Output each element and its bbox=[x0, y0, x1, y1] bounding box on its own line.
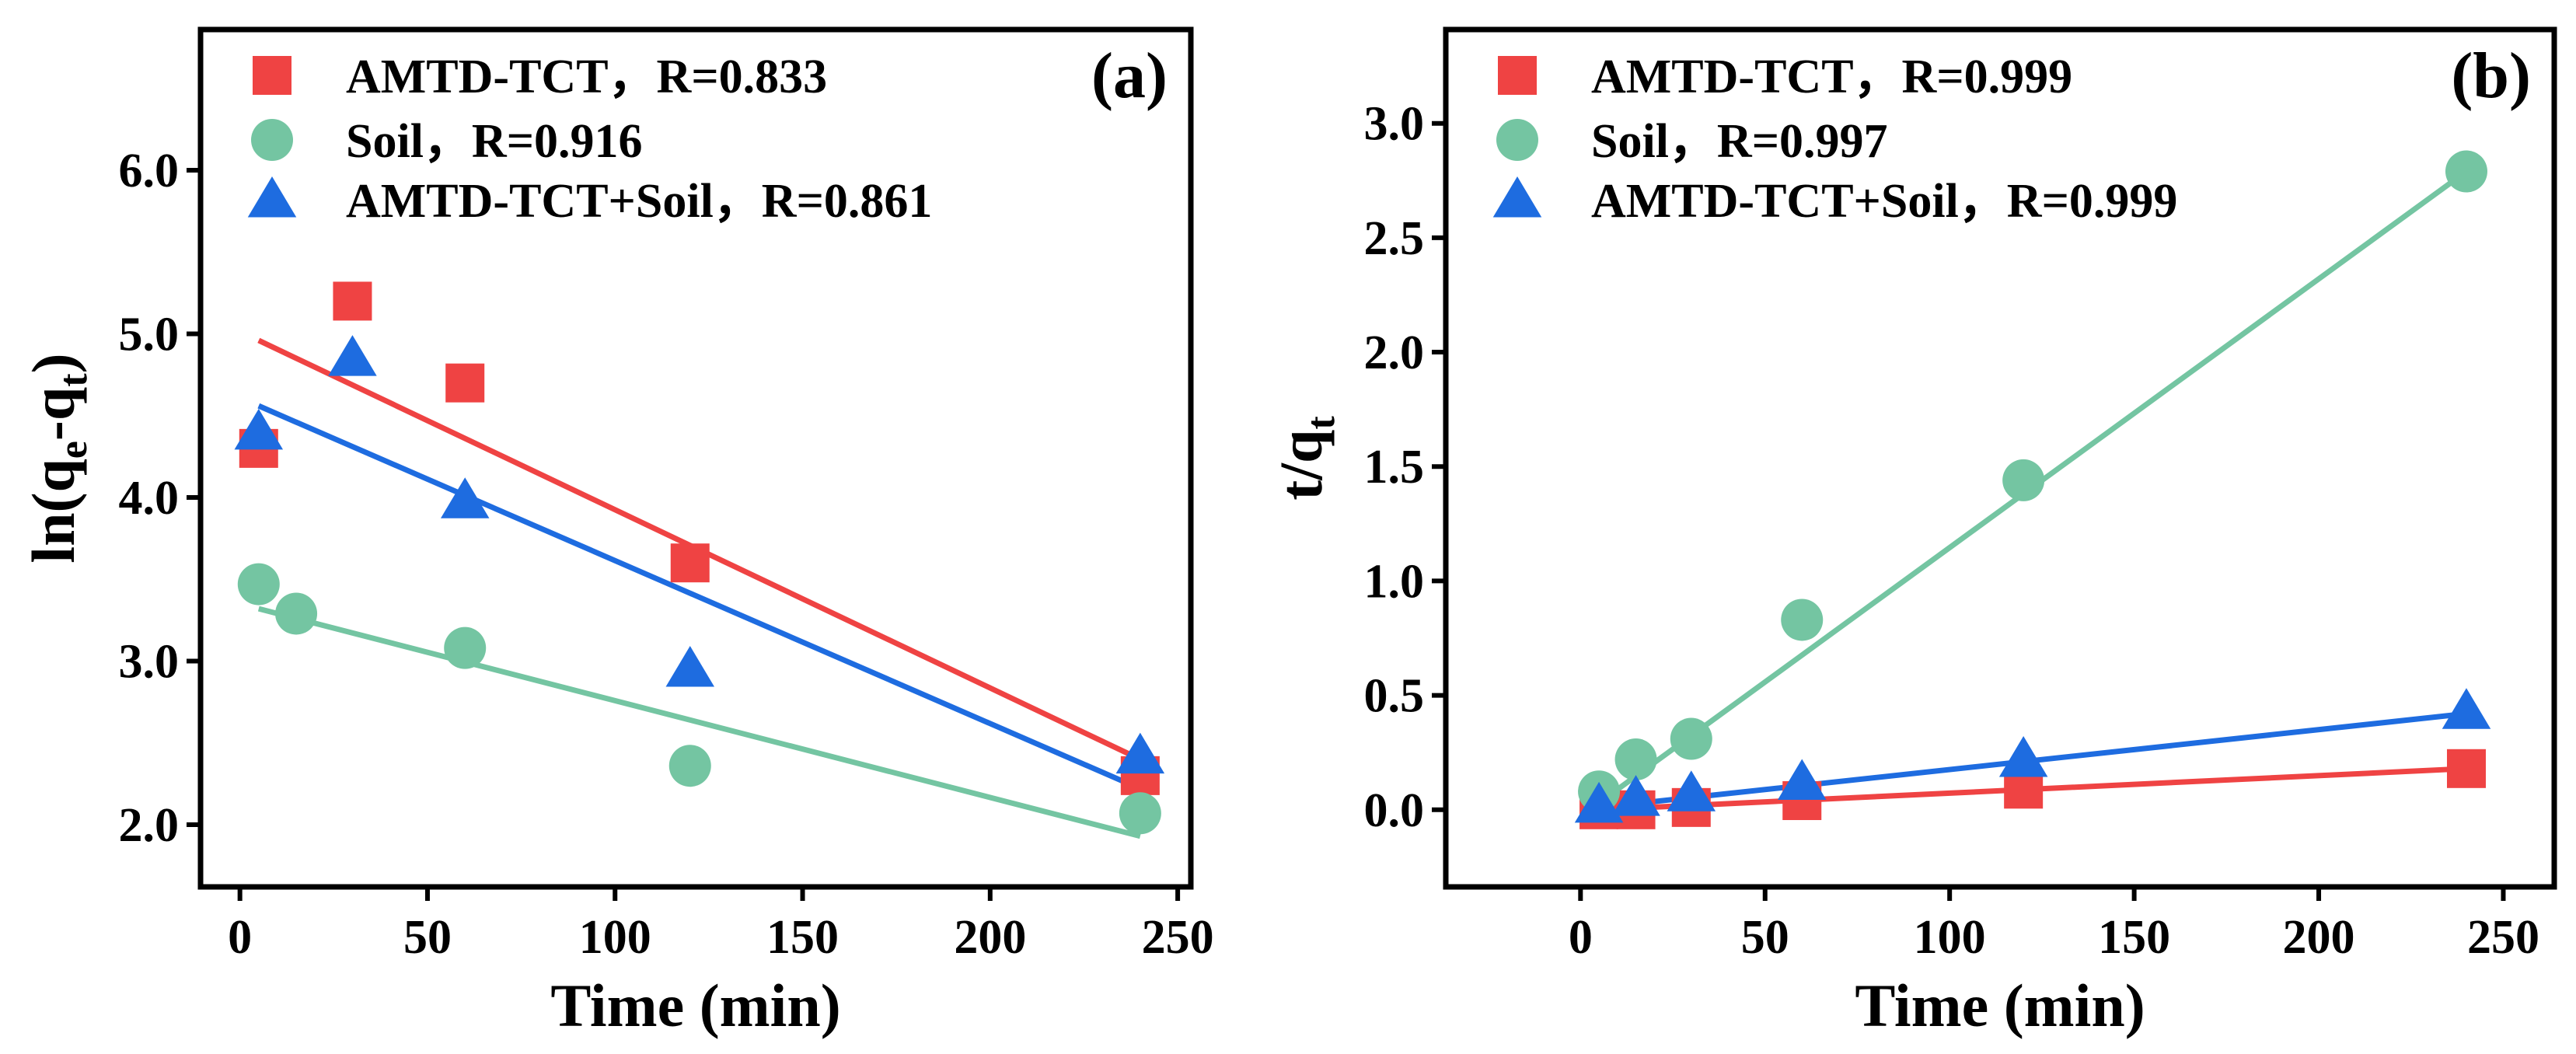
data-point-circle bbox=[668, 745, 711, 787]
x-tick-label: 0 bbox=[1569, 911, 1593, 964]
y-axis-label-part: ln(q bbox=[19, 459, 87, 563]
chart-panel-a: 0 50 100 150 200 250 2.0 3.0 4.0 5.0 6.0 Time (min)… bbox=[19, 26, 1214, 1039]
legend-marker-square bbox=[1498, 56, 1537, 95]
x-axis-label: Time (min) bbox=[1855, 972, 2145, 1039]
data-point-circle bbox=[237, 563, 280, 606]
y-tick-label: 1.5 bbox=[1364, 441, 1425, 494]
y-tick-label: 3.0 bbox=[119, 636, 180, 689]
y-tick-label: 6.0 bbox=[119, 145, 180, 197]
y-tick-label: 0.0 bbox=[1364, 784, 1425, 837]
x-tick-label: 250 bbox=[1142, 911, 1214, 964]
legend-marker-circle bbox=[251, 119, 293, 161]
y-axis-label-part: e bbox=[51, 441, 96, 459]
x-tick-label: 50 bbox=[1741, 911, 1789, 964]
legend-label: AMTD-TCT，R=0.833 bbox=[346, 51, 827, 103]
x-tick-label: 250 bbox=[2467, 911, 2539, 964]
legend-item: AMTD-TCT+Soil，R=0.999 bbox=[1492, 175, 2177, 228]
legend-label: Soil，R=0.916 bbox=[346, 115, 643, 168]
y-tick-label: 2.0 bbox=[1364, 326, 1425, 379]
legend-marker-triangle bbox=[1492, 176, 1542, 218]
y-axis-label-part: t bbox=[1299, 416, 1343, 430]
plot-frame bbox=[1443, 26, 2557, 890]
x-tick-label: 0 bbox=[228, 911, 252, 964]
data-point-triangle bbox=[1115, 732, 1165, 774]
legend-label: AMTD-TCT，R=0.999 bbox=[1591, 51, 2072, 103]
y-axis-label-part: -q bbox=[19, 387, 87, 441]
x-tick-label: 100 bbox=[579, 911, 651, 964]
x-tick-label: 100 bbox=[1914, 911, 1986, 964]
panel-label: (a) bbox=[1091, 40, 1168, 112]
y-axis-label-part: t bbox=[51, 373, 96, 387]
legend-marker-circle bbox=[1496, 119, 1538, 161]
legend: AMTD-TCT，R=0.833 Soil，R=0.916 AMTD-TCT+Soi… bbox=[247, 51, 932, 228]
data-point-circle bbox=[1119, 792, 1161, 835]
legend-label: AMTD-TCT+Soil，R=0.861 bbox=[346, 175, 932, 228]
data-point-triangle bbox=[1611, 775, 1660, 816]
y-axis-label-part: ) bbox=[19, 353, 87, 373]
legend: AMTD-TCT，R=0.999 Soil，R=0.997 AMTD-TCT+Soi… bbox=[1492, 51, 2177, 228]
data-point-circle bbox=[444, 626, 487, 669]
y-tick-label: 2.0 bbox=[119, 799, 180, 852]
data-point-circle bbox=[2445, 150, 2487, 193]
y-tick-label: 5.0 bbox=[119, 309, 180, 361]
legend-item: AMTD-TCT，R=0.999 bbox=[1498, 51, 2072, 103]
data-point-triangle bbox=[1574, 781, 1624, 823]
chart-panel-b: 0 50 100 150 200 250 0.0 0.5 1.0 1.5 2.0 2.5 3.0 Time… bbox=[1267, 26, 2557, 1039]
y-tick-label: 0.5 bbox=[1364, 670, 1425, 723]
data-point-triangle bbox=[1667, 770, 1716, 811]
data-point-square bbox=[2446, 749, 2486, 788]
panel-label: (b) bbox=[2451, 40, 2531, 112]
data-point-square bbox=[670, 543, 710, 583]
data-point-circle bbox=[1781, 599, 1824, 641]
data-point-square bbox=[333, 281, 372, 321]
y-tick-label: 2.5 bbox=[1364, 212, 1425, 265]
x-axis-label: Time (min) bbox=[550, 972, 840, 1039]
x-tick-label: 50 bbox=[403, 911, 452, 964]
x-tick-label: 200 bbox=[2283, 911, 2355, 964]
data-point-triangle bbox=[234, 408, 284, 450]
y-tick-label: 1.0 bbox=[1364, 555, 1425, 608]
plot-frame bbox=[197, 26, 1194, 890]
legend-item: AMTD-TCT，R=0.833 bbox=[253, 51, 827, 103]
data-point-circle bbox=[1614, 738, 1657, 781]
fit-line-circle bbox=[257, 606, 1141, 839]
legend-label: AMTD-TCT+Soil，R=0.999 bbox=[1591, 175, 2177, 228]
data-point-triangle bbox=[328, 335, 377, 376]
legend-item: AMTD-TCT+Soil，R=0.861 bbox=[247, 175, 932, 228]
fit-line-triangle bbox=[257, 403, 1142, 791]
y-axis-label-part: t/q bbox=[1267, 430, 1335, 501]
y-tick-label: 4.0 bbox=[119, 472, 180, 525]
data-point-triangle bbox=[665, 646, 715, 687]
legend-marker-triangle bbox=[247, 176, 297, 218]
data-point-square bbox=[445, 363, 485, 403]
data-point-circle bbox=[2002, 459, 2045, 501]
data-point-circle bbox=[275, 592, 318, 635]
data-point-triangle bbox=[440, 477, 490, 518]
data-point-circle bbox=[1670, 717, 1712, 760]
y-axis-label: ln(qe-qt) bbox=[19, 353, 96, 563]
legend-item: Soil，R=0.997 bbox=[1496, 115, 1888, 168]
data-point-triangle bbox=[2442, 688, 2491, 729]
x-tick-label: 150 bbox=[766, 911, 839, 964]
y-tick-label: 3.0 bbox=[1364, 98, 1425, 151]
y-axis-label: t/qt bbox=[1267, 416, 1343, 501]
data-point-triangle bbox=[1777, 759, 1827, 800]
x-tick-label: 200 bbox=[954, 911, 1026, 964]
x-tick-label: 150 bbox=[2098, 911, 2170, 964]
data-point-triangle bbox=[1998, 736, 2048, 777]
legend-marker-square bbox=[253, 56, 291, 95]
legend-item: Soil，R=0.916 bbox=[251, 115, 643, 168]
legend-label: Soil，R=0.997 bbox=[1591, 115, 1888, 168]
